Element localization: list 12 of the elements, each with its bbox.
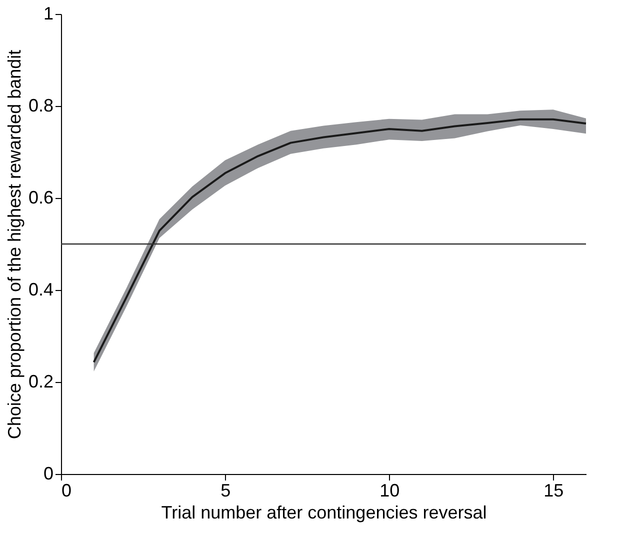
y-tick-label: 1 <box>43 4 54 24</box>
x-tick-label: 0 <box>62 480 72 500</box>
y-tick-label: 0.8 <box>28 96 54 116</box>
x-tick-label: 5 <box>220 480 231 500</box>
y-tick-label: 0.4 <box>28 280 54 300</box>
x-tick-label: 15 <box>544 480 564 500</box>
x-axis-title: Trial number after contingencies reversal <box>161 502 487 522</box>
y-axis-title: Choice proportion of the highest rewarded bandit <box>4 50 24 440</box>
y-tick-label: 0.2 <box>28 372 54 392</box>
y-tick-label: 0 <box>43 464 54 484</box>
x-tick-label: 10 <box>380 480 400 500</box>
y-tick-label: 0.6 <box>28 188 54 208</box>
